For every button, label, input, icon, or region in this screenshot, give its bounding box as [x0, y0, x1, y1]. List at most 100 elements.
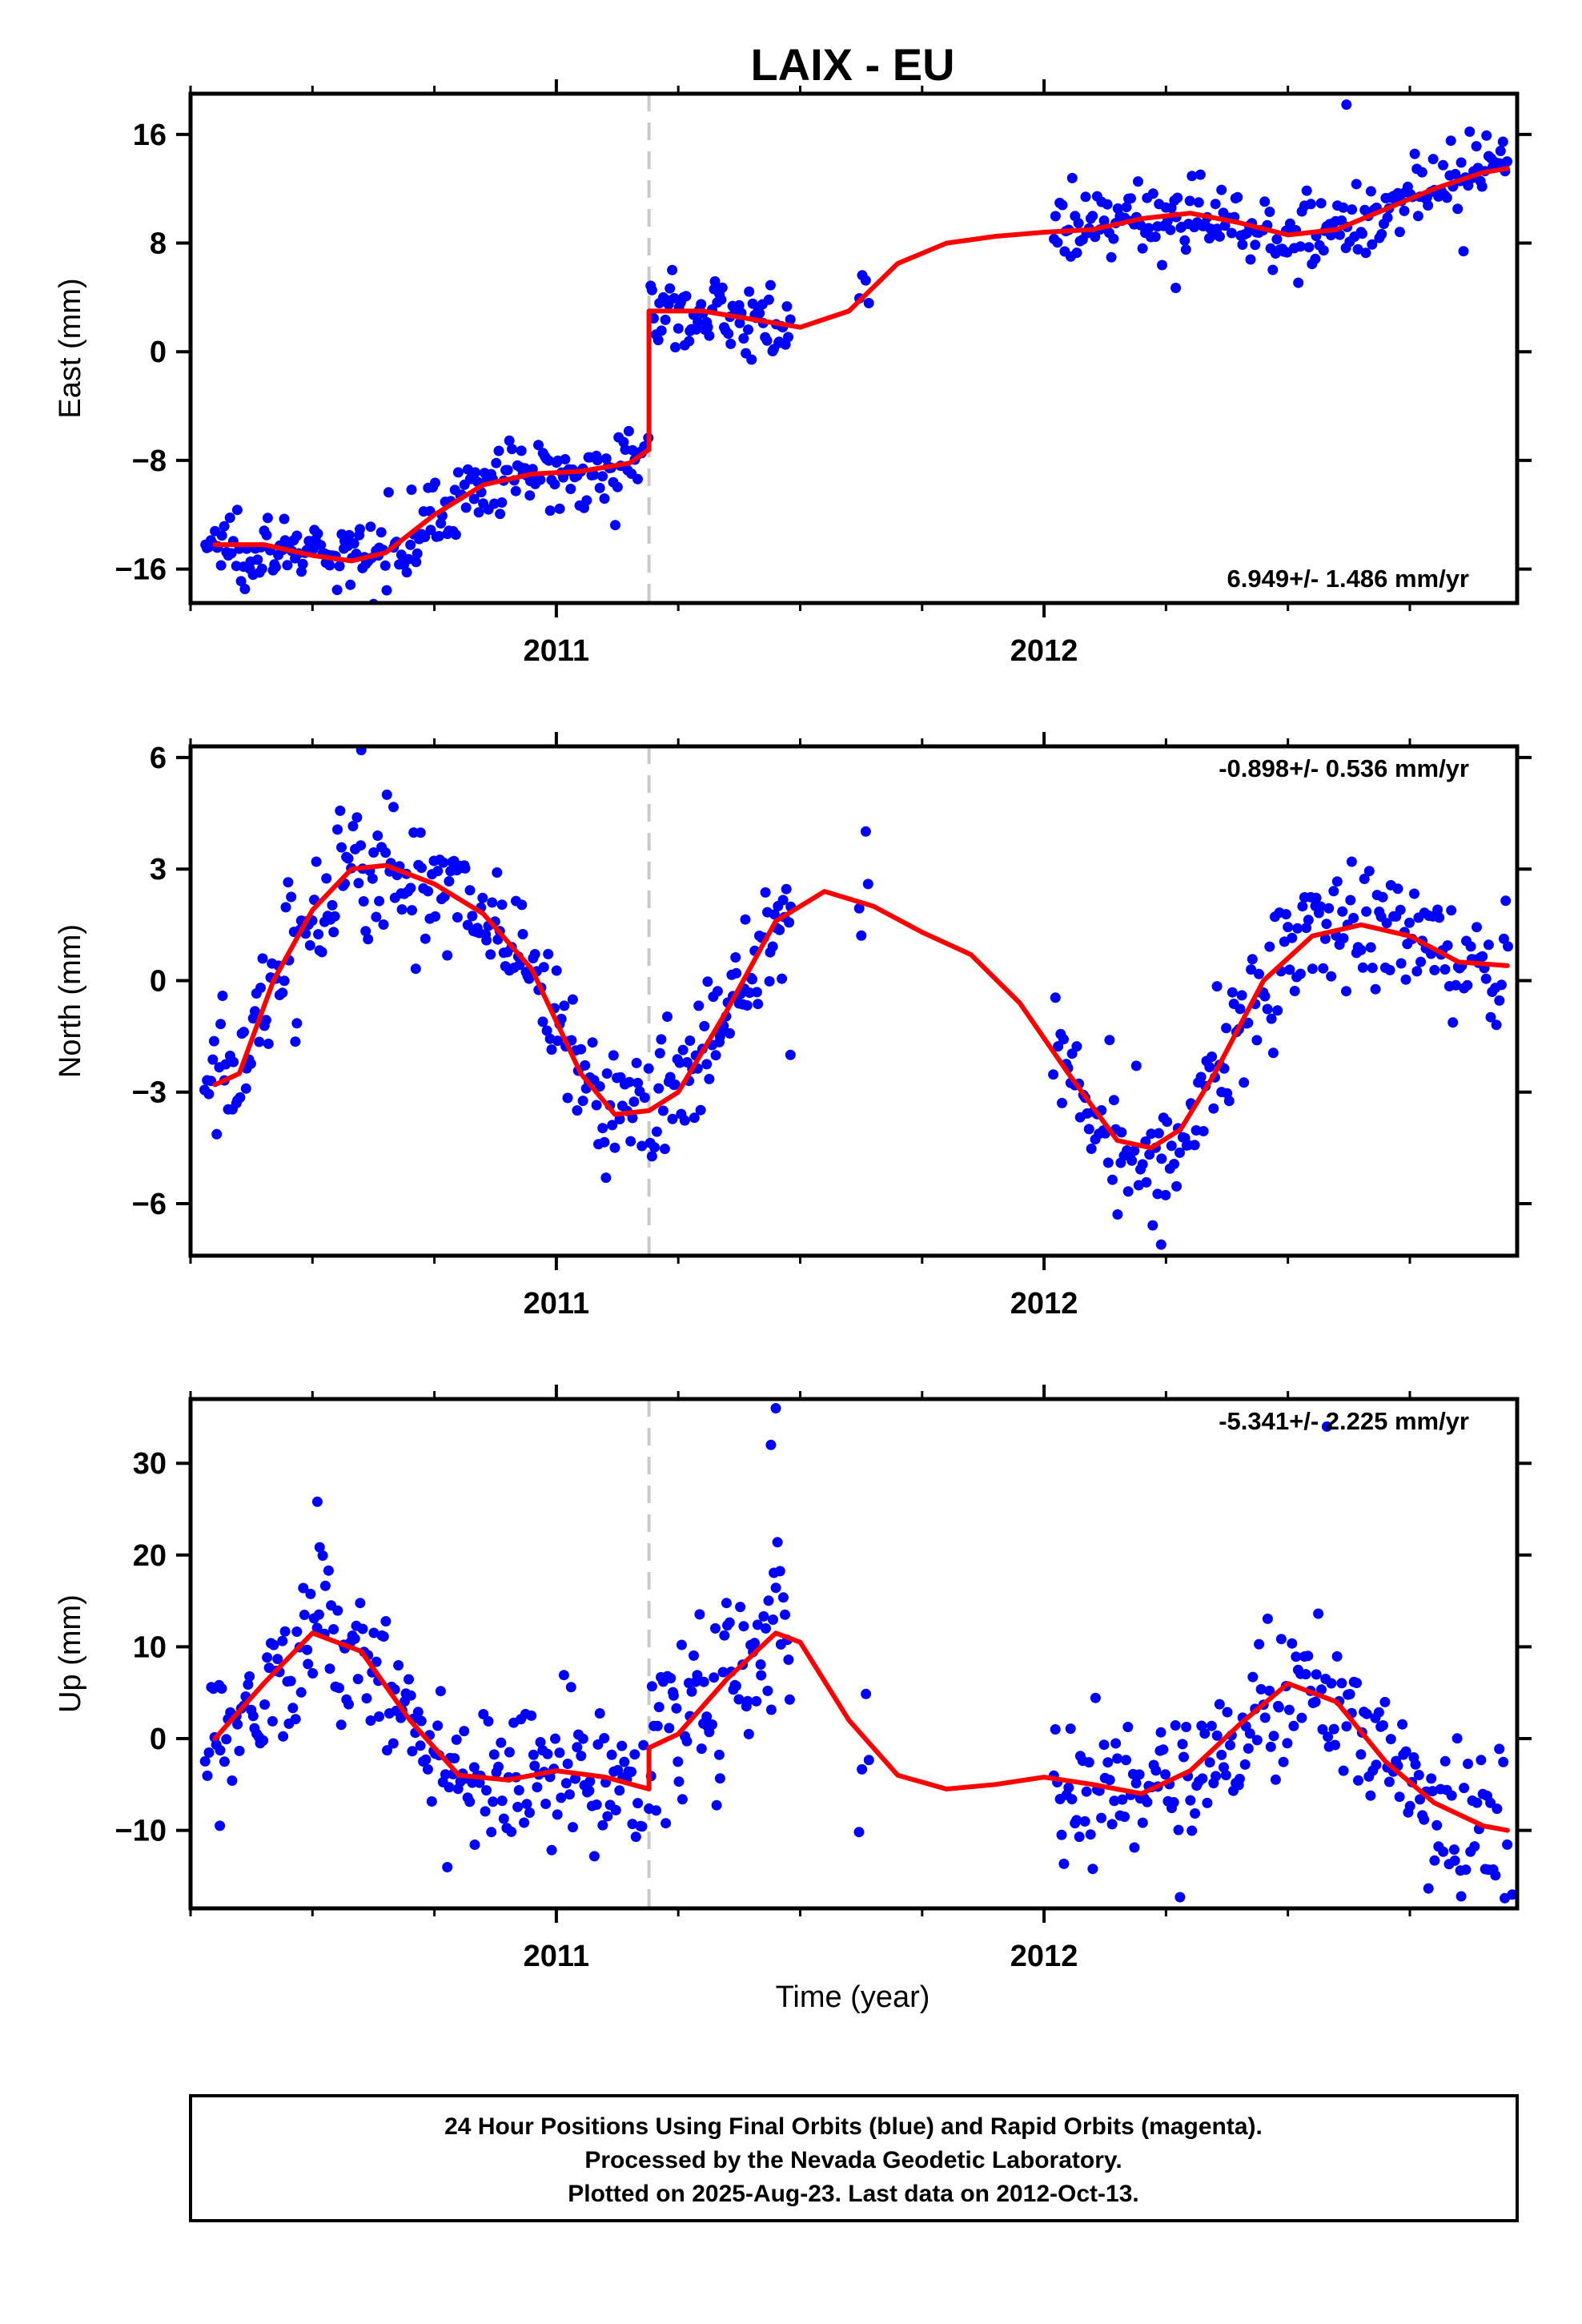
data-point — [420, 532, 431, 542]
x-tick-label: 2011 — [524, 1287, 589, 1321]
data-point — [401, 567, 412, 578]
data-point — [1202, 1797, 1213, 1808]
data-point — [599, 493, 610, 505]
data-point — [215, 1820, 226, 1831]
data-point — [1211, 1730, 1223, 1741]
east-frame — [188, 91, 1520, 605]
data-point — [1376, 228, 1387, 239]
data-point — [628, 1096, 640, 1108]
data-point — [730, 952, 741, 963]
data-point — [1373, 1707, 1384, 1718]
data-point — [1137, 243, 1148, 254]
data-point — [562, 1092, 573, 1104]
data-point — [1137, 1817, 1148, 1828]
data-point — [1460, 1864, 1472, 1876]
data-point — [1310, 1696, 1321, 1707]
data-point — [227, 1775, 238, 1786]
data-point — [1155, 1727, 1166, 1738]
data-point — [291, 1626, 303, 1637]
data-point — [543, 948, 554, 959]
data-point — [1491, 1019, 1502, 1031]
data-point — [1246, 964, 1257, 975]
data-point — [584, 1776, 596, 1787]
data-point — [591, 1799, 602, 1810]
data-point — [599, 1136, 610, 1148]
data-point — [1057, 1097, 1067, 1108]
data-point — [299, 1610, 310, 1620]
data-point — [444, 1782, 455, 1793]
data-point — [772, 1537, 783, 1548]
data-point — [670, 342, 681, 353]
data-point — [1419, 1814, 1430, 1825]
data-point — [1264, 1685, 1275, 1696]
data-point — [733, 1694, 745, 1705]
data-point — [1438, 159, 1448, 171]
data-point — [488, 1796, 499, 1807]
data-point — [404, 1674, 414, 1685]
data-point — [433, 531, 444, 541]
data-point — [1303, 915, 1314, 926]
data-point — [405, 539, 416, 550]
data-point — [1352, 243, 1363, 255]
data-point — [646, 284, 657, 296]
data-point — [558, 1670, 569, 1681]
data-point — [332, 1605, 343, 1616]
data-point — [756, 1670, 767, 1681]
y-tick-label: −6 — [132, 1188, 167, 1221]
data-point — [451, 1734, 462, 1745]
data-point — [487, 897, 498, 908]
data-point — [1361, 906, 1372, 917]
data-point — [1185, 1795, 1196, 1806]
data-point — [1303, 242, 1315, 253]
data-point — [396, 904, 408, 915]
data-point — [781, 301, 793, 312]
data-point — [1204, 1062, 1215, 1072]
data-point — [380, 1616, 391, 1626]
data-point — [1472, 922, 1482, 933]
data-point — [1171, 1180, 1182, 1192]
data-point — [1377, 891, 1388, 903]
data-point — [602, 1811, 613, 1822]
data-point — [224, 513, 235, 523]
data-point — [626, 1767, 636, 1777]
data-point — [594, 1708, 605, 1719]
data-point — [312, 528, 323, 539]
data-point — [863, 1755, 874, 1766]
data-point — [1065, 1723, 1076, 1735]
data-point — [319, 1580, 331, 1591]
data-point — [636, 1821, 648, 1832]
data-point — [371, 1656, 382, 1667]
data-point — [646, 1681, 657, 1692]
data-point — [763, 294, 774, 305]
data-point — [221, 1734, 232, 1745]
data-point — [507, 444, 517, 455]
data-point — [1208, 1103, 1219, 1114]
data-point — [627, 1112, 638, 1124]
data-point — [1357, 228, 1367, 239]
y-tick-label: 0 — [150, 964, 167, 998]
data-point — [1222, 1707, 1233, 1718]
data-point — [753, 999, 764, 1010]
data-point — [1397, 1719, 1408, 1730]
data-point — [699, 1020, 710, 1031]
data-point — [1384, 964, 1395, 975]
data-point — [1071, 1041, 1082, 1052]
data-point — [581, 495, 592, 506]
north-panel: −6 −3 0 3 6 2011 2012 North (mm) -0.898+/- 0.536… — [54, 732, 1532, 1321]
data-point — [1416, 167, 1427, 178]
data-point — [1411, 966, 1423, 977]
data-point — [524, 490, 536, 501]
data-point — [481, 1785, 492, 1796]
data-point — [311, 1622, 323, 1634]
data-point — [654, 1047, 665, 1059]
data-point — [272, 1654, 283, 1665]
data-point — [1271, 234, 1283, 245]
data-point — [1310, 253, 1321, 264]
x-axis-label: Time (year) — [776, 1980, 930, 2014]
data-point — [1472, 1797, 1483, 1808]
east-points — [200, 99, 1512, 603]
data-point — [853, 1827, 865, 1838]
data-point — [1288, 1720, 1299, 1731]
data-point — [1074, 1831, 1085, 1843]
data-point — [1181, 1722, 1192, 1732]
